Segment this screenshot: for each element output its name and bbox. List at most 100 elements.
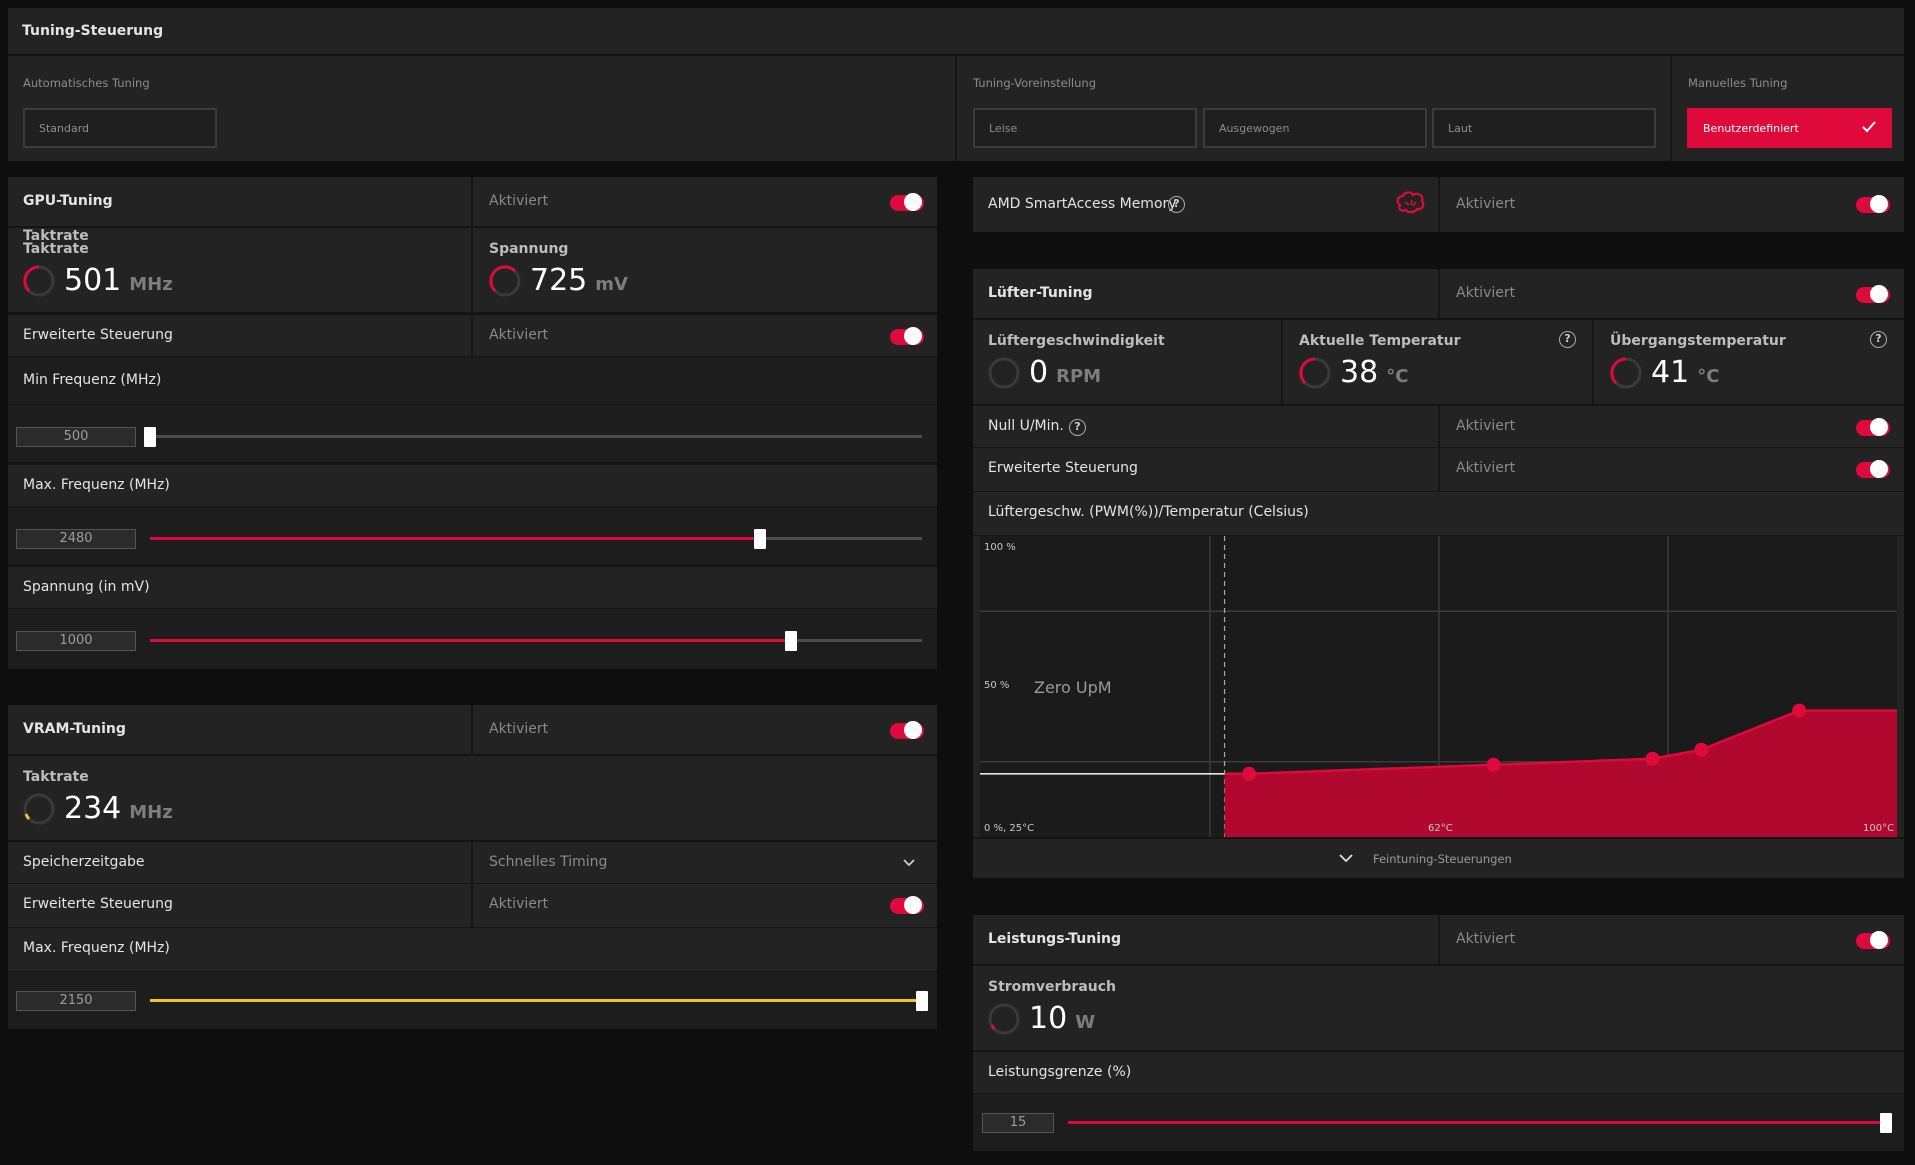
x-tick-label: 62°C [1428,823,1453,834]
zero-rpm-label: Null U/Min. [988,418,1064,434]
help-icon[interactable]: ? [1168,196,1185,213]
sam-status: Aktiviert [1456,196,1516,212]
power-limit-label: Leistungsgrenze (%) [988,1064,1132,1080]
gpu-voltage-slider-value[interactable]: 1000 [16,631,136,651]
gpu-tuning-status: Aktiviert [489,193,549,209]
zero-rpm-annotation: Zero UpM [1034,678,1112,697]
tuning-control-panel: Tuning-Steuerung Automatisches Tuning St… [8,8,1904,161]
fan-junction-title: Übergangstemperatur [1610,333,1786,349]
fan-temp-title: Aktuelle Temperatur [1299,333,1461,349]
help-icon[interactable]: ? [1559,331,1576,348]
gpu-tuning-panel: GPU-Tuning Aktiviert Taktrate Taktrate 5… [8,177,937,669]
fan-curve-point[interactable] [1792,703,1807,718]
vram-tuning-title: VRAM-Tuning [23,721,126,737]
chevron-down-icon[interactable] [1338,851,1354,865]
gpu-tuning-title: GPU-Tuning [23,193,113,209]
x-tick-label: 100°C [1863,823,1894,834]
chevron-down-icon[interactable] [902,856,916,870]
header-divider-1 [955,56,957,161]
fine-tune-link[interactable]: Feintuning-Steuerungen [1373,852,1512,866]
gpu-voltage-thumb[interactable] [784,631,797,651]
gpu-min-freq-value[interactable]: 500 [16,427,136,447]
vram-timing-select[interactable]: Schnelles Timing [489,854,608,870]
manual-tuning-label: Manuelles Tuning [1688,76,1788,90]
vram-advanced-status: Aktiviert [489,896,549,912]
fan-curve-point[interactable] [1694,742,1709,757]
vram-tuning-toggle[interactable] [890,721,924,739]
gpu-min-freq-track[interactable] [150,435,922,438]
fan-tuning-status: Aktiviert [1456,285,1516,301]
power-tuning-status: Aktiviert [1456,931,1516,947]
zero-rpm-toggle[interactable] [1856,418,1890,436]
gpu-clock-metric: 501 MHz [22,263,173,298]
power-limit-thumb[interactable] [1880,1113,1892,1133]
fan-tuning-toggle[interactable] [1856,285,1890,303]
fan-curve-label: Lüftergeschw. (PWM(%))/Temperatur (Celsi… [988,504,1309,520]
fan-speed-gauge-icon [988,357,1020,388]
fan-curve-point[interactable] [1241,766,1256,781]
power-draw-gauge-icon [988,1003,1020,1034]
x-tick-label: 0 %, 25°C [984,823,1034,834]
gpu-advanced-label: Erweiterte Steuerung [23,327,173,343]
fan-curve-chart[interactable]: 100 % 50 % 0 %, 25°C 62°C 100°C Zero UpM [980,536,1897,837]
power-tuning-panel: Leistungs-Tuning Aktiviert Stromverbrauc… [973,915,1904,1151]
preset-balanced[interactable]: Ausgewogen [1203,108,1427,148]
vram-max-freq-label: Max. Frequenz (MHz) [23,940,170,956]
preset-quiet[interactable]: Leise [973,108,1197,148]
help-icon[interactable]: ? [1870,331,1887,348]
preset-loud[interactable]: Laut [1432,108,1656,148]
vram-clock-metric: 234 MHz [22,791,173,826]
fan-curve-point[interactable] [1645,751,1660,766]
gpu-clock-title: Taktrate [23,241,89,257]
fan-junction-metric: 41 °C [1609,355,1719,390]
gpu-clock-gauge-icon [23,264,55,296]
gpu-max-freq-thumb[interactable] [753,529,766,549]
manual-tuning-custom[interactable]: Benutzerdefiniert [1687,108,1892,148]
page-title: Tuning-Steuerung [22,23,164,39]
preset-label: Tuning-Voreinstellung [973,76,1097,90]
power-draw-title: Stromverbrauch [988,979,1117,995]
sam-panel: AMD SmartAccess Memory ? Aktiviert [973,177,1904,232]
vram-max-freq-value[interactable]: 2150 [16,991,136,1011]
auto-tuning-label: Automatisches Tuning [23,76,150,90]
zero-rpm-status: Aktiviert [1456,418,1516,434]
fan-curve-point[interactable] [1486,757,1501,772]
power-tuning-title: Leistungs-Tuning [988,931,1122,947]
gpu-advanced-toggle[interactable] [890,327,924,345]
auto-tuning-standard[interactable]: Standard [23,108,217,148]
slider-fill [150,999,922,1002]
gpu-voltage-gauge-icon [489,264,521,296]
vram-clock-title: Taktrate [23,769,89,785]
slider-fill [150,639,791,642]
slider-fill [150,537,760,540]
gpu-tuning-toggle[interactable] [890,193,924,211]
gpu-min-freq-thumb[interactable] [144,427,156,447]
brain-icon [1396,191,1425,214]
help-icon[interactable]: ? [1069,419,1086,436]
fan-tuning-panel: Lüfter-Tuning Aktiviert Lüftergeschwindi… [973,269,1904,878]
power-draw-metric: 10 W [987,1001,1095,1036]
fan-speed-title: Lüftergeschwindigkeit [988,333,1165,349]
y-tick-label: 100 % [984,542,1016,553]
power-tuning-toggle[interactable] [1856,931,1890,949]
slider-fill [1068,1121,1886,1124]
power-limit-value[interactable]: 15 [982,1113,1054,1133]
gpu-voltage-slider-label: Spannung (in mV) [23,579,150,595]
vram-advanced-toggle[interactable] [890,896,924,914]
gpu-voltage-metric: 725 mV [488,263,628,298]
gpu-voltage-title: Spannung [489,241,569,257]
fan-temp-metric: 38 °C [1298,355,1408,390]
vram-timing-label: Speicherzeitgabe [23,854,145,870]
fan-temp-gauge-icon [1299,356,1331,388]
gpu-max-freq-value[interactable]: 2480 [16,529,136,549]
header-divider-2 [1670,56,1672,161]
sam-toggle[interactable] [1856,195,1890,213]
fan-speed-metric: 0 RPM [987,355,1101,390]
fan-advanced-label: Erweiterte Steuerung [988,460,1138,476]
vram-advanced-label: Erweiterte Steuerung [23,896,173,912]
checkmark-icon [1862,121,1876,133]
vram-clock-gauge-icon [23,793,55,824]
vram-max-freq-thumb[interactable] [916,991,928,1011]
vram-tuning-status: Aktiviert [489,721,549,737]
fan-advanced-toggle[interactable] [1856,460,1890,478]
